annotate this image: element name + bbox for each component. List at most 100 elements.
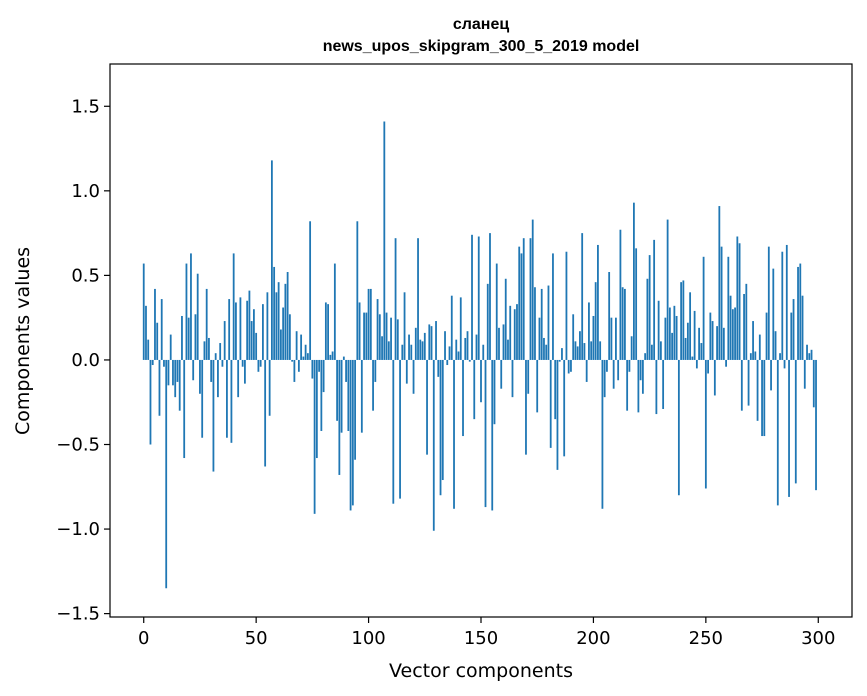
- bar: [684, 337, 687, 360]
- bar: [520, 253, 523, 360]
- bar: [612, 359, 615, 389]
- bar: [704, 359, 707, 489]
- bar: [471, 234, 473, 360]
- bar: [399, 359, 401, 499]
- bar: [219, 343, 222, 360]
- bar: [385, 312, 388, 360]
- bar: [473, 359, 476, 420]
- bar: [419, 339, 422, 360]
- bar: [516, 304, 518, 360]
- bar: [167, 359, 170, 386]
- bar: [192, 359, 195, 381]
- bar: [810, 349, 813, 360]
- bar: [432, 359, 435, 531]
- bar: [574, 341, 577, 360]
- bar: [151, 359, 154, 366]
- bar: [597, 244, 599, 360]
- bar: [599, 341, 602, 360]
- bar: [765, 312, 768, 360]
- bar: [731, 309, 734, 360]
- bar: [176, 359, 179, 382]
- bar: [702, 256, 705, 360]
- bar: [257, 359, 260, 372]
- bar: [815, 359, 817, 491]
- bar: [309, 221, 312, 360]
- bar: [183, 359, 186, 459]
- bar: [163, 359, 165, 367]
- bar: [648, 255, 651, 360]
- bar: [720, 246, 723, 360]
- bar: [457, 351, 460, 360]
- bar: [682, 280, 685, 360]
- bar: [147, 339, 150, 360]
- bar: [444, 331, 446, 360]
- bar: [401, 344, 404, 360]
- bar: [794, 359, 797, 484]
- bar: [396, 319, 399, 360]
- bar: [734, 307, 736, 360]
- bar: [727, 256, 730, 360]
- bar: [545, 344, 548, 360]
- y-axis-label: Components values: [12, 247, 34, 435]
- bar: [381, 336, 383, 360]
- x-tick-label: 100: [351, 628, 385, 649]
- bar: [149, 359, 152, 445]
- bar: [536, 359, 539, 413]
- bar: [453, 359, 455, 509]
- bar: [322, 359, 325, 393]
- bar: [313, 359, 316, 514]
- bar: [360, 359, 363, 433]
- bar: [747, 359, 750, 406]
- bar: [181, 315, 183, 360]
- bar: [374, 359, 377, 382]
- bar: [691, 356, 694, 360]
- bar: [244, 359, 246, 384]
- bar: [637, 359, 640, 413]
- bar: [790, 312, 793, 360]
- bar: [205, 288, 208, 360]
- bar: [430, 326, 433, 360]
- bar: [792, 299, 795, 360]
- bar: [345, 359, 347, 382]
- bar: [583, 343, 586, 360]
- bar: [680, 282, 683, 360]
- bar: [729, 295, 732, 360]
- bar: [624, 288, 626, 360]
- bar: [394, 238, 397, 360]
- bar: [223, 321, 226, 360]
- bar: [466, 331, 469, 360]
- bar: [226, 359, 228, 438]
- bar: [644, 353, 647, 360]
- bar: [621, 287, 624, 360]
- bar: [196, 273, 199, 360]
- bar: [606, 359, 608, 372]
- bar: [387, 341, 390, 360]
- bar: [543, 337, 545, 360]
- bar: [392, 359, 395, 504]
- bar: [653, 239, 656, 360]
- bar: [187, 317, 190, 360]
- bar: [356, 221, 359, 360]
- bar: [662, 359, 665, 409]
- bar: [657, 300, 660, 360]
- bar: [156, 322, 159, 360]
- bar: [378, 314, 381, 360]
- bar: [518, 246, 521, 360]
- bar: [628, 359, 631, 372]
- bar: [808, 353, 811, 360]
- bar: [615, 317, 617, 360]
- bar: [776, 359, 779, 506]
- bar: [698, 327, 700, 360]
- bar: [297, 359, 300, 372]
- bar: [208, 337, 210, 360]
- bar: [270, 160, 273, 360]
- bar: [594, 282, 597, 360]
- bar: [538, 317, 541, 360]
- bar: [554, 359, 557, 420]
- bar: [608, 272, 611, 360]
- bar: [788, 359, 790, 497]
- bar: [262, 304, 264, 360]
- bar: [300, 334, 303, 360]
- bar: [468, 359, 471, 362]
